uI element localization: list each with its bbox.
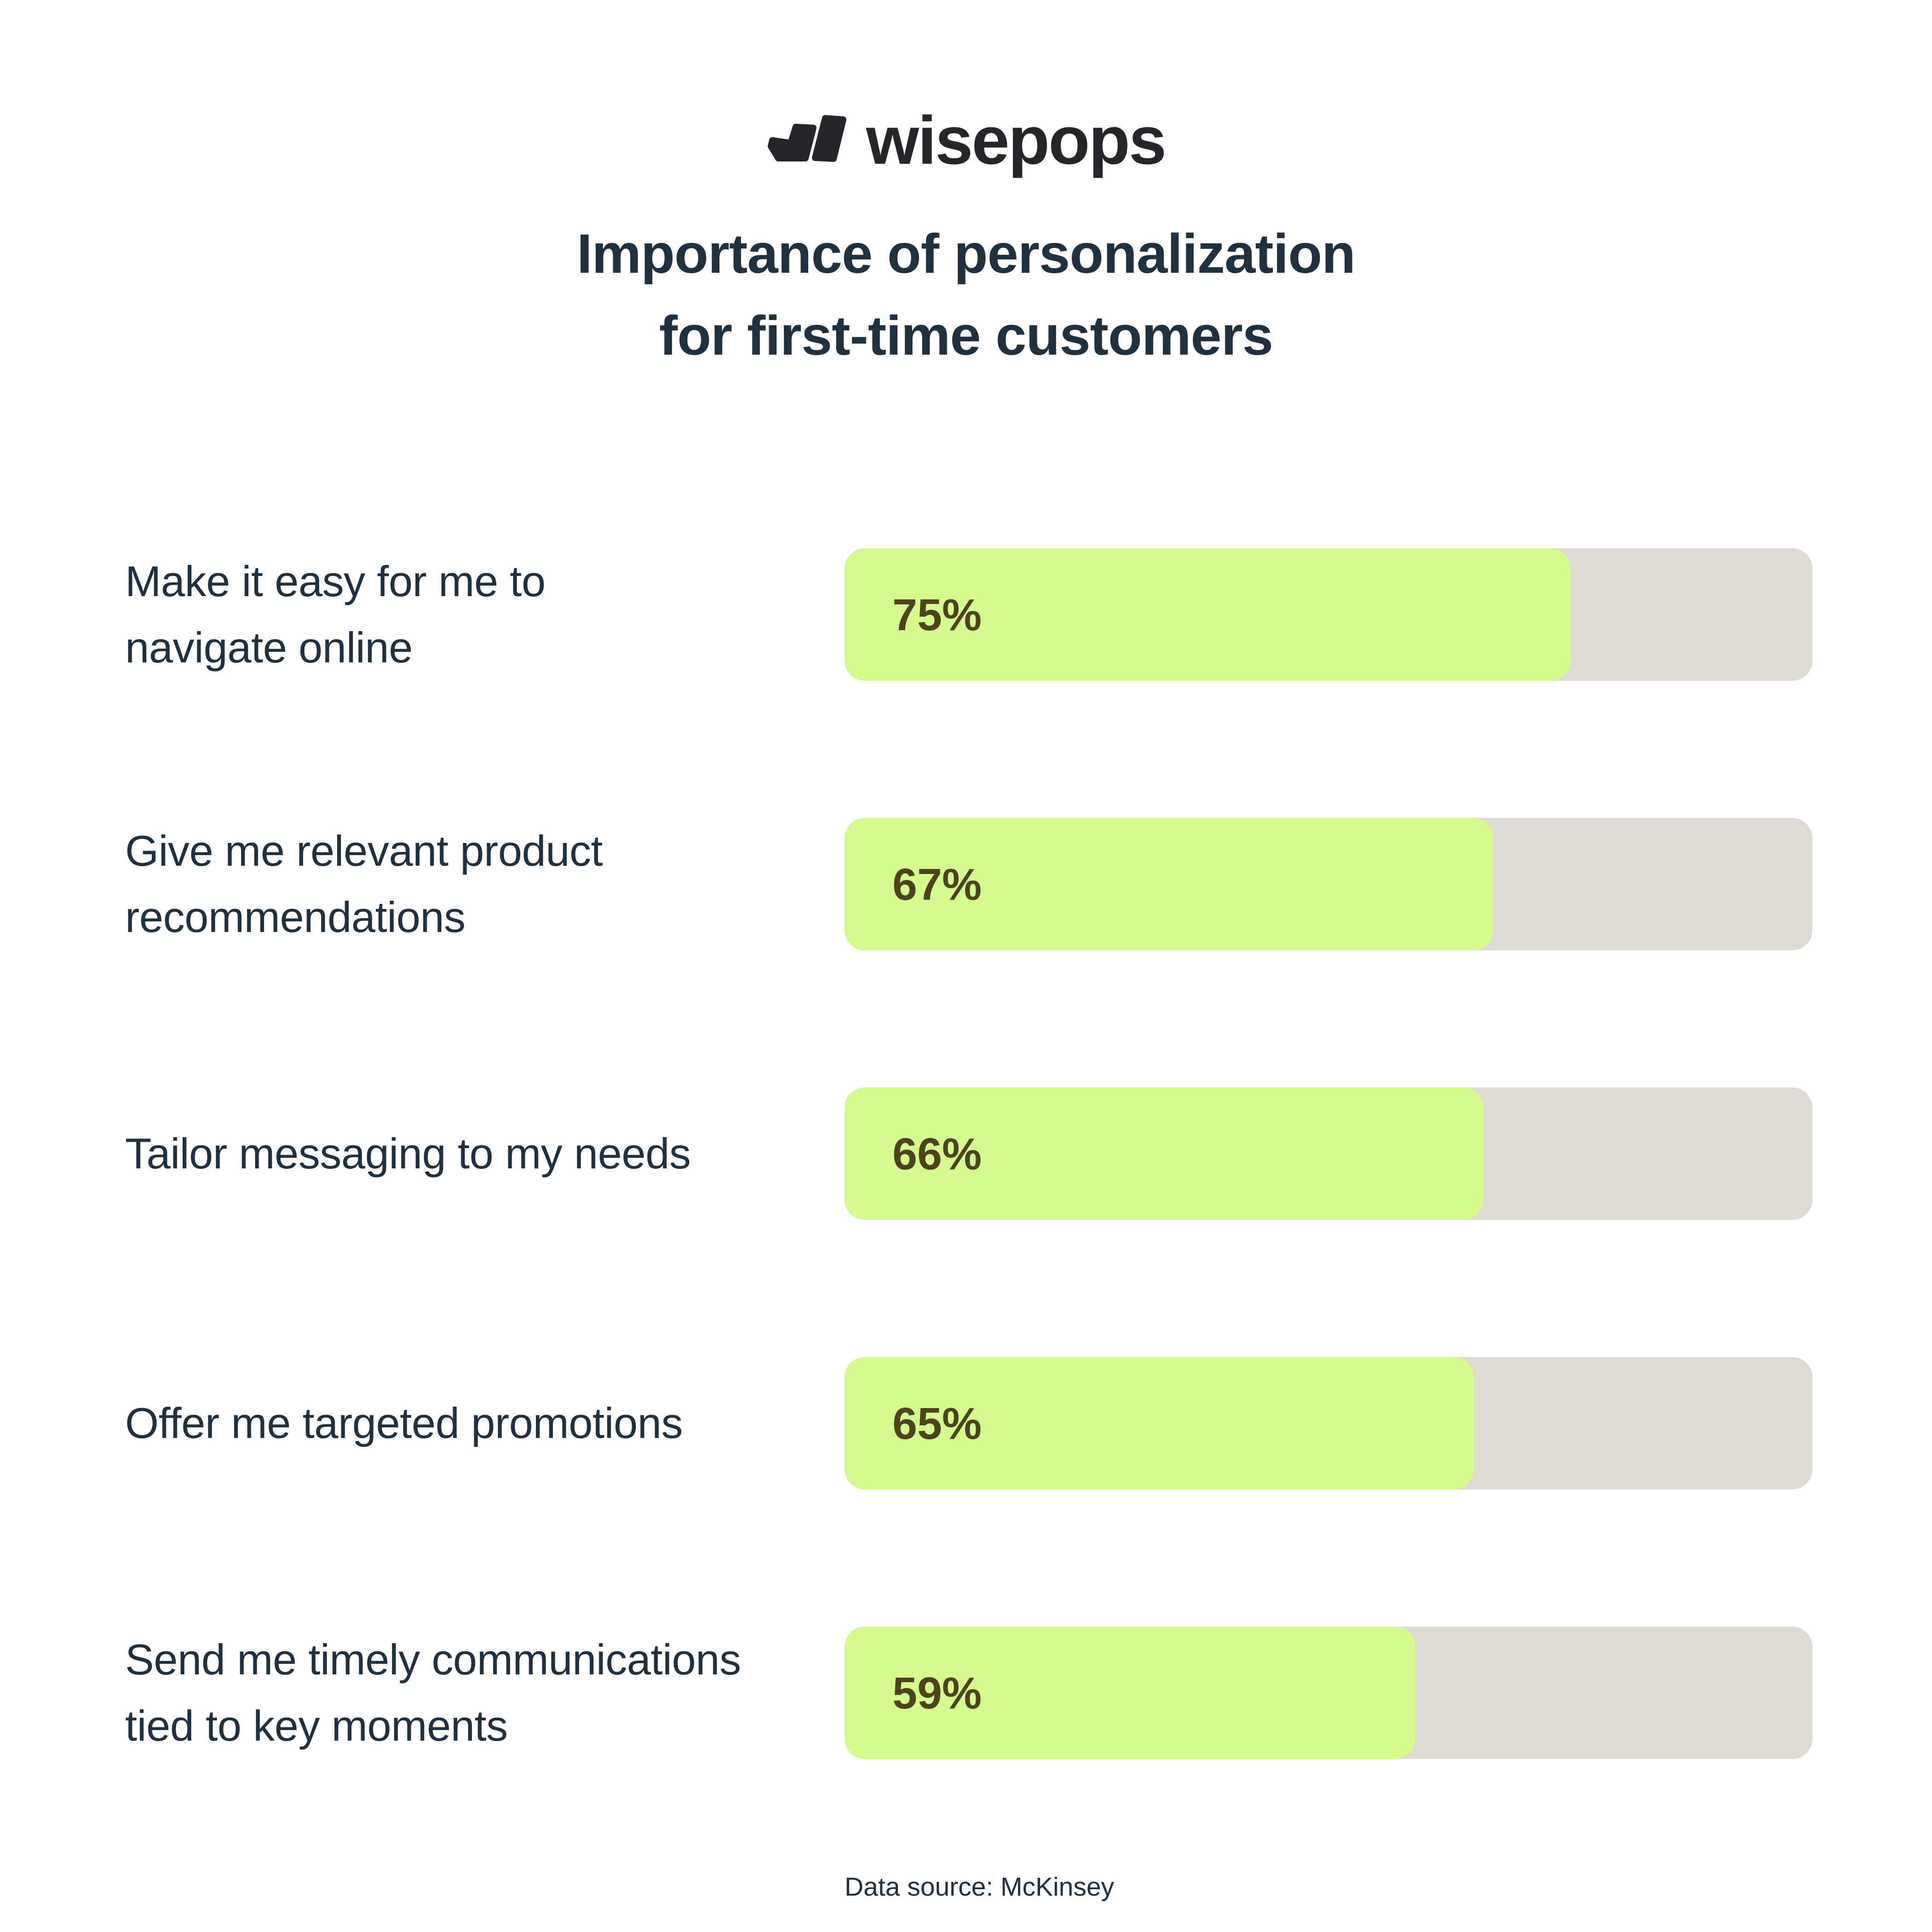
bar-track: 66% bbox=[845, 1087, 1812, 1220]
bar-row-product-recommendations: Give me relevant product recommendations… bbox=[0, 818, 1932, 950]
brand-wordmark: wisepops bbox=[866, 103, 1167, 178]
bar-row-tailor-messaging: Tailor messaging to my needs 66% bbox=[0, 1087, 1932, 1220]
bar-row-timely-communications: Send me timely communications tied to ke… bbox=[0, 1627, 1932, 1759]
bar-value-label: 75% bbox=[892, 589, 982, 640]
bar-value-label: 66% bbox=[892, 1128, 982, 1179]
bar-category-label: Offer me targeted promotions bbox=[125, 1399, 683, 1447]
bar-value-label: 59% bbox=[892, 1668, 982, 1718]
bar-category-label: Give me relevant product recommendations bbox=[125, 827, 603, 941]
bar-value-label: 65% bbox=[892, 1398, 982, 1449]
bar-track: 65% bbox=[845, 1357, 1812, 1489]
bar-row-targeted-promotions: Offer me targeted promotions 65% bbox=[0, 1357, 1932, 1489]
bar-fill: 75% bbox=[845, 548, 1570, 681]
bar-track: 67% bbox=[845, 818, 1812, 950]
bar-row-navigate-online: Make it easy for me to navigate online 7… bbox=[0, 548, 1932, 681]
bar-track: 75% bbox=[845, 548, 1812, 681]
page-title-line1: Importance of personalization bbox=[576, 222, 1356, 285]
bar-category-label: Send me timely communications tied to ke… bbox=[125, 1635, 741, 1750]
bar-track: 59% bbox=[845, 1627, 1812, 1759]
page-title: Importance of personalization for first-… bbox=[0, 213, 1932, 376]
bar-category-label: Tailor messaging to my needs bbox=[125, 1129, 691, 1178]
logo: wisepops bbox=[0, 107, 1932, 175]
bar-fill: 66% bbox=[845, 1087, 1484, 1220]
bar-category-label: Make it easy for me to navigate online bbox=[125, 557, 546, 672]
bar-fill: 59% bbox=[845, 1627, 1416, 1759]
data-source-note: Data source: McKinsey bbox=[845, 1872, 1115, 1902]
wisepops-checkmark-icon bbox=[767, 115, 846, 162]
bar-value-label: 67% bbox=[892, 859, 982, 909]
bar-fill: 65% bbox=[845, 1357, 1474, 1489]
bar-fill: 67% bbox=[845, 818, 1493, 950]
page-title-line2: for first-time customers bbox=[659, 304, 1273, 367]
